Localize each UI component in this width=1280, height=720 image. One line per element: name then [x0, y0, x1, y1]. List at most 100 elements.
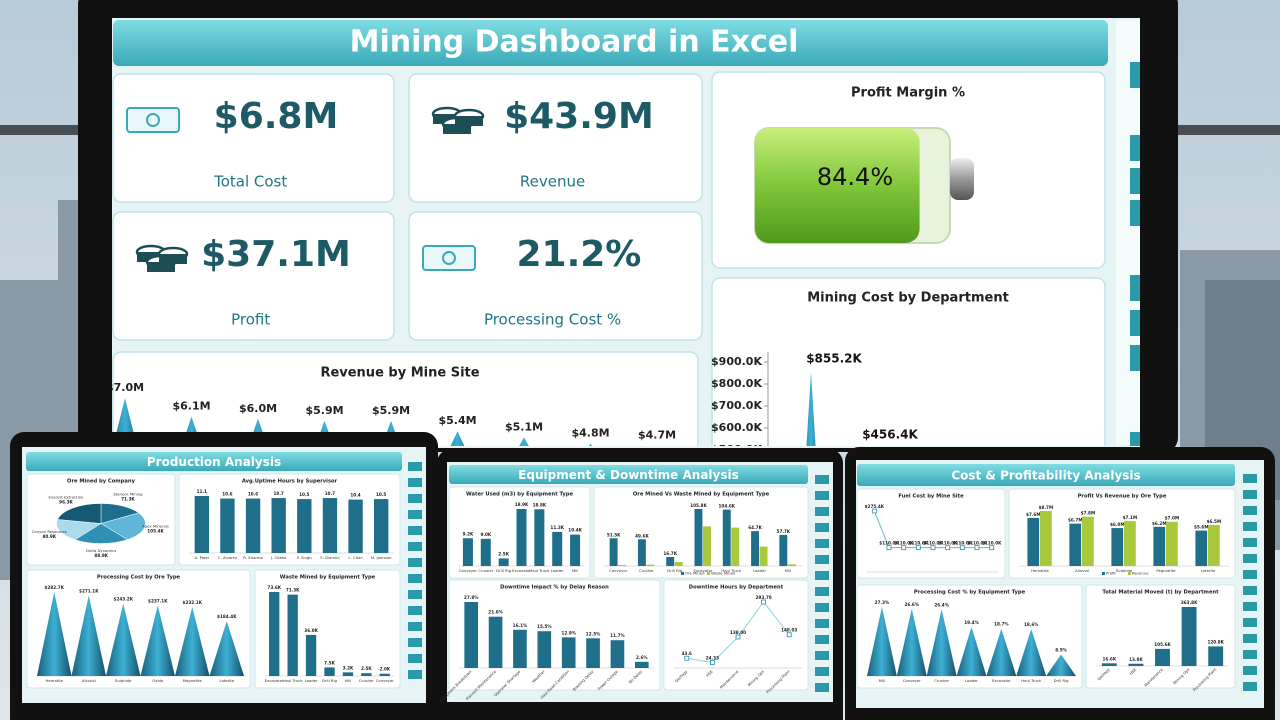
dashboard-title: Mining Dashboard in Excel — [350, 25, 799, 60]
value-label: 148.03 — [781, 628, 797, 633]
bar — [1155, 648, 1170, 666]
value-label: 10.5 — [376, 492, 386, 497]
value-label: 27.8% — [464, 595, 479, 600]
card — [112, 211, 395, 341]
slicer-button — [408, 494, 422, 503]
slicer-button — [1243, 634, 1257, 643]
cone — [926, 609, 957, 676]
value-label: 10.6 — [222, 492, 232, 497]
chart-title: Downtime Impact % by Delay Reason — [500, 585, 609, 591]
bar — [609, 538, 618, 566]
bar — [1069, 523, 1082, 566]
slicer-button — [815, 587, 829, 596]
category-label: A. Patel — [195, 555, 209, 560]
point — [901, 545, 907, 551]
value-label: $6.0M — [1110, 522, 1125, 527]
point — [945, 545, 951, 551]
chart-title: Avg.Uptime Hours by Supervisor — [242, 479, 338, 485]
cone — [106, 603, 141, 676]
bar — [787, 564, 796, 566]
value-label: 43.6 — [682, 651, 692, 656]
kpi-label: Revenue — [520, 173, 585, 191]
slicer-buttons — [1130, 62, 1140, 446]
category-label: Drill Rig — [322, 678, 338, 683]
chart-title: Downtime Hours by Department — [689, 585, 784, 591]
category-label: Pegmatite — [1156, 568, 1176, 573]
value-label: $855.2K — [806, 351, 862, 365]
card — [112, 73, 395, 203]
point — [886, 545, 892, 551]
slicer-button — [408, 590, 422, 599]
slicer-button — [1243, 490, 1257, 499]
value-label: $6.1M — [172, 400, 210, 413]
value-label: 7.5K — [324, 660, 335, 665]
slicer-button — [408, 670, 422, 679]
slicer-button — [408, 574, 422, 583]
category-label: Haul Truck — [1021, 678, 1042, 683]
card-title: Mining Cost by Department — [807, 291, 1009, 306]
bar — [637, 539, 646, 566]
value-label: $6.2M — [1152, 521, 1167, 526]
value-label: $6.7M — [1068, 518, 1083, 523]
bar — [552, 531, 563, 566]
bar — [1082, 516, 1094, 566]
slicer-button — [1243, 538, 1257, 547]
slicer-button — [1243, 618, 1257, 627]
slicer-button — [408, 638, 422, 647]
category-label: Haul Truck — [721, 568, 742, 573]
value-label: 16.1% — [513, 623, 528, 628]
bar — [586, 638, 600, 668]
value-label: 12.5% — [586, 631, 601, 636]
y-tick-label: $600.0K — [711, 421, 762, 434]
value-label: 120.8K — [1207, 639, 1224, 644]
bar — [610, 640, 625, 668]
category-label: Magnetite — [183, 678, 203, 683]
value-label: $7.0M — [1165, 516, 1180, 521]
bar — [1208, 646, 1224, 666]
value-label: 363.8K — [1181, 600, 1198, 605]
bar — [722, 509, 731, 566]
bar — [1166, 521, 1178, 566]
cone — [588, 443, 593, 446]
bar — [516, 509, 527, 566]
value-label: 21.6% — [488, 610, 503, 615]
category-label: J. Okeke — [270, 555, 287, 560]
legend-label: Revenue — [1132, 571, 1149, 576]
category-label: Conveyor — [459, 568, 478, 573]
value-label: 105.4K — [147, 529, 164, 534]
chart-title: Fuel Cost by Mine Site — [898, 494, 964, 500]
value-label: $110.0K — [967, 541, 987, 546]
slicer-button — [815, 619, 829, 628]
value-label: 2.5K — [498, 551, 509, 556]
value-label: $282.7K — [45, 585, 65, 590]
category-label: Excavator — [512, 568, 531, 573]
kpi-label: Processing Cost % — [484, 311, 621, 329]
tablet-dashboard: Equipment & Downtime Analysis Water Used … — [439, 465, 829, 703]
kpi-label: Profit — [231, 311, 270, 329]
point — [684, 655, 690, 661]
bar — [269, 592, 280, 676]
category-label: Mill — [345, 678, 351, 683]
category-label: Everest Extraction — [49, 495, 84, 500]
chart-panel — [448, 579, 661, 691]
bar — [703, 526, 711, 566]
value-label: $243.2K — [114, 597, 134, 602]
value-label: $237.1K — [148, 599, 168, 604]
value-label: 11.1 — [197, 489, 207, 494]
category-label: M. Johnson — [371, 555, 392, 560]
chart-title: Water Used (m3) by Equipment Type — [466, 492, 574, 498]
kpi-value: $43.9M — [504, 96, 654, 137]
slicer-button — [408, 526, 422, 535]
category-label: R. Sharma — [243, 555, 263, 560]
category-label: Drill Rig — [667, 568, 683, 573]
slicer-button — [1243, 522, 1257, 531]
chart-title: Processing Cost % by Equipment Type — [914, 590, 1026, 596]
value-label: 293.70 — [756, 595, 772, 600]
y-tick-label: $900.0K — [711, 355, 762, 368]
category-label: Drill Rig — [496, 568, 512, 573]
kpi-icon — [422, 245, 476, 271]
cone — [519, 437, 529, 446]
category-label: Alluvial — [82, 678, 96, 683]
bill-icon — [146, 113, 160, 127]
kpi-icon — [126, 107, 180, 133]
